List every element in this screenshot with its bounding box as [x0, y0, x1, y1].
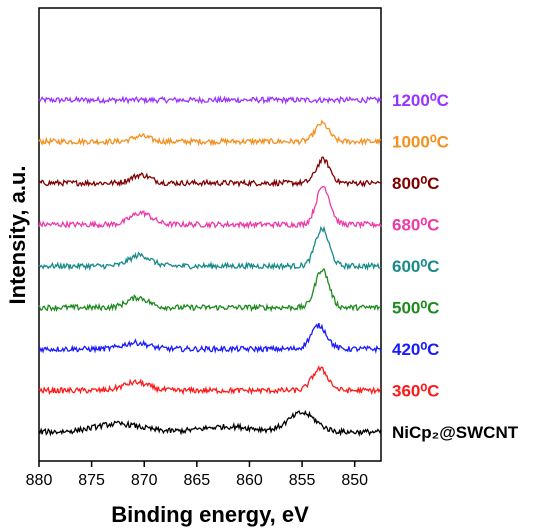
series-label: 420⁰C — [392, 340, 439, 359]
x-tick-label: 860 — [236, 472, 263, 489]
series-line — [38, 365, 382, 396]
x-tick-label: 855 — [289, 472, 316, 489]
series-line — [38, 95, 382, 105]
series-line — [38, 185, 382, 230]
x-tick-label: 850 — [341, 472, 368, 489]
spectra-traces — [38, 95, 382, 437]
x-axis-title: Binding energy, eV — [111, 502, 309, 527]
plot-frame — [38, 7, 382, 462]
series-label: 360⁰C — [392, 382, 439, 401]
series-line — [38, 156, 382, 188]
series-line — [38, 119, 382, 147]
x-axis-ticks: 880 875 870 865 860 855 850 — [26, 461, 368, 489]
series-label: 800⁰C — [392, 174, 439, 193]
series-label: 600⁰C — [392, 257, 439, 276]
series-line — [38, 409, 382, 437]
x-tick-label: 880 — [26, 472, 53, 489]
x-tick-label: 875 — [78, 472, 105, 489]
y-axis-title: Intensity, a.u. — [5, 166, 30, 305]
series-label: 680⁰C — [392, 216, 439, 235]
series-line — [38, 267, 382, 313]
series-label: 500⁰C — [392, 299, 439, 318]
x-tick-label: 870 — [131, 472, 158, 489]
series-labels: 1200⁰C 1000⁰C 800⁰C 680⁰C 600⁰C 500⁰C 420⁰C 360… — [392, 91, 519, 442]
series-line — [38, 322, 382, 354]
x-tick-label: 865 — [183, 472, 210, 489]
series-line — [38, 225, 382, 271]
series-label: 1200⁰C — [392, 91, 449, 110]
series-label: NiCp₂@SWCNT — [392, 423, 519, 442]
series-label: 1000⁰C — [392, 133, 449, 152]
